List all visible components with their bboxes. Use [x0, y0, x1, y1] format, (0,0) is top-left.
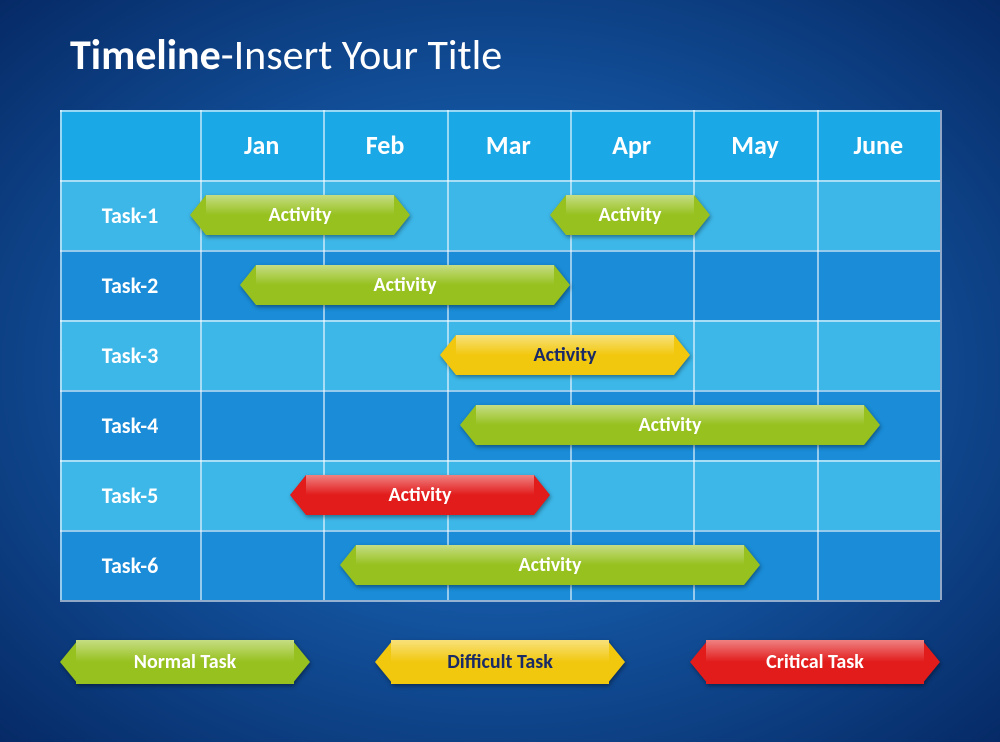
month-header: June [817, 110, 940, 180]
activity-label: Activity [374, 273, 437, 297]
title-rest: -Insert Your Title [221, 30, 502, 81]
gridline-vertical [323, 110, 325, 600]
grid-cell [817, 460, 940, 530]
gridline-horizontal [60, 320, 940, 322]
grid-cell [817, 180, 940, 250]
gridline-vertical [60, 110, 62, 600]
activity-bar: Activity [190, 195, 410, 235]
task-label: Task-3 [60, 320, 200, 390]
gridline-horizontal [60, 110, 940, 112]
month-header: Apr [570, 110, 693, 180]
month-header: Jan [200, 110, 323, 180]
grid-cell [817, 320, 940, 390]
grid-cell [817, 530, 940, 600]
gridline-horizontal [60, 530, 940, 532]
task-label: Task-6 [60, 530, 200, 600]
grid-cell [570, 460, 693, 530]
grid-cell [693, 320, 816, 390]
grid-cell [693, 460, 816, 530]
slide: Timeline-Insert Your Title JanFebMarAprM… [0, 0, 1000, 742]
activity-label: Activity [389, 483, 452, 507]
month-header: Mar [447, 110, 570, 180]
gridline-horizontal [60, 390, 940, 392]
activity-label: Activity [269, 203, 332, 227]
grid-cell [200, 320, 323, 390]
legend: Normal Task Difficult Task Critical Task [60, 640, 940, 700]
gridline-horizontal [60, 460, 940, 462]
grid-cell [693, 180, 816, 250]
legend-item: Critical Task [690, 640, 940, 684]
activity-label: Normal Task [134, 650, 236, 674]
grid-cell [200, 530, 323, 600]
grid-cell [570, 250, 693, 320]
gridline-horizontal [60, 600, 940, 602]
page-title: Timeline-Insert Your Title [70, 30, 502, 81]
gridline-horizontal [60, 180, 940, 182]
activity-label: Activity [519, 553, 582, 577]
task-label: Task-1 [60, 180, 200, 250]
gridline-vertical [693, 110, 695, 600]
title-bold: Timeline [70, 30, 221, 81]
grid-cell [200, 390, 323, 460]
gridline-horizontal [60, 250, 940, 252]
activity-label: Difficult Task [447, 650, 553, 674]
activity-label: Critical Task [766, 650, 864, 674]
gridline-vertical [817, 110, 819, 600]
month-header: May [693, 110, 816, 180]
grid-cell [693, 250, 816, 320]
task-label: Task-2 [60, 250, 200, 320]
legend-item: Normal Task [60, 640, 310, 684]
activity-label: Activity [534, 343, 597, 367]
task-label: Task-5 [60, 460, 200, 530]
month-header: Feb [323, 110, 446, 180]
gridline-vertical [200, 110, 202, 600]
gridline-vertical [940, 110, 942, 600]
grid-cell [817, 250, 940, 320]
activity-bar: Activity [460, 405, 880, 445]
activity-bar: Activity [240, 265, 570, 305]
activity-label: Activity [639, 413, 702, 437]
activity-bar: Activity [550, 195, 710, 235]
grid-cell [323, 320, 446, 390]
activity-bar: Activity [440, 335, 690, 375]
header-blank [60, 110, 200, 180]
task-label: Task-4 [60, 390, 200, 460]
activity-label: Activity [599, 203, 662, 227]
legend-item: Difficult Task [375, 640, 625, 684]
grid-cell [323, 390, 446, 460]
activity-bar: Activity [340, 545, 760, 585]
gantt-chart: JanFebMarAprMayJuneTask-1Task-2Task-3Tas… [60, 110, 940, 600]
activity-bar: Activity [290, 475, 550, 515]
